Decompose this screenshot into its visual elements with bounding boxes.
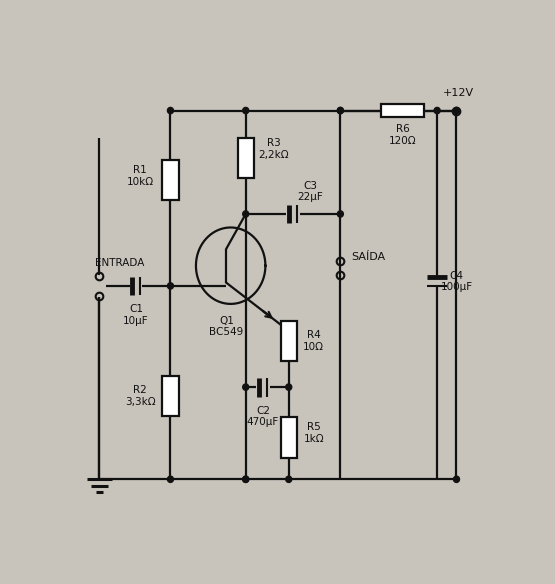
Circle shape <box>168 283 174 289</box>
Circle shape <box>168 476 174 482</box>
Text: ENTRADA: ENTRADA <box>95 258 144 267</box>
Text: R6
120Ω: R6 120Ω <box>389 124 417 146</box>
Text: R1
10kΩ: R1 10kΩ <box>127 165 154 186</box>
Text: C3
22µF: C3 22µF <box>297 180 323 202</box>
Bar <box>381 104 424 117</box>
Circle shape <box>286 384 292 390</box>
Circle shape <box>243 211 249 217</box>
Circle shape <box>453 107 460 114</box>
Text: C2
470µF: C2 470µF <box>247 405 279 427</box>
Circle shape <box>243 476 249 482</box>
Circle shape <box>337 211 344 217</box>
Circle shape <box>243 107 249 114</box>
Text: +12V: +12V <box>443 88 474 99</box>
Circle shape <box>337 107 344 114</box>
Circle shape <box>243 384 249 390</box>
Bar <box>281 321 297 361</box>
Text: C1
10µF: C1 10µF <box>123 304 149 326</box>
Text: R2
3,3kΩ: R2 3,3kΩ <box>125 385 155 407</box>
Circle shape <box>453 476 460 482</box>
Circle shape <box>434 107 440 114</box>
Bar <box>281 418 297 458</box>
Bar <box>238 138 254 178</box>
Circle shape <box>243 476 249 482</box>
Circle shape <box>168 107 174 114</box>
Circle shape <box>286 476 292 482</box>
Text: C4
100µF: C4 100µF <box>441 270 472 292</box>
Bar <box>162 160 179 200</box>
Circle shape <box>337 107 344 114</box>
Text: R5
1kΩ: R5 1kΩ <box>304 422 324 444</box>
Text: R3
2,2kΩ: R3 2,2kΩ <box>259 138 289 159</box>
Text: R4
10Ω: R4 10Ω <box>303 330 324 352</box>
Text: SAÍDA: SAÍDA <box>351 252 385 262</box>
Text: Q1
BC549: Q1 BC549 <box>209 315 244 337</box>
Bar <box>162 376 179 416</box>
